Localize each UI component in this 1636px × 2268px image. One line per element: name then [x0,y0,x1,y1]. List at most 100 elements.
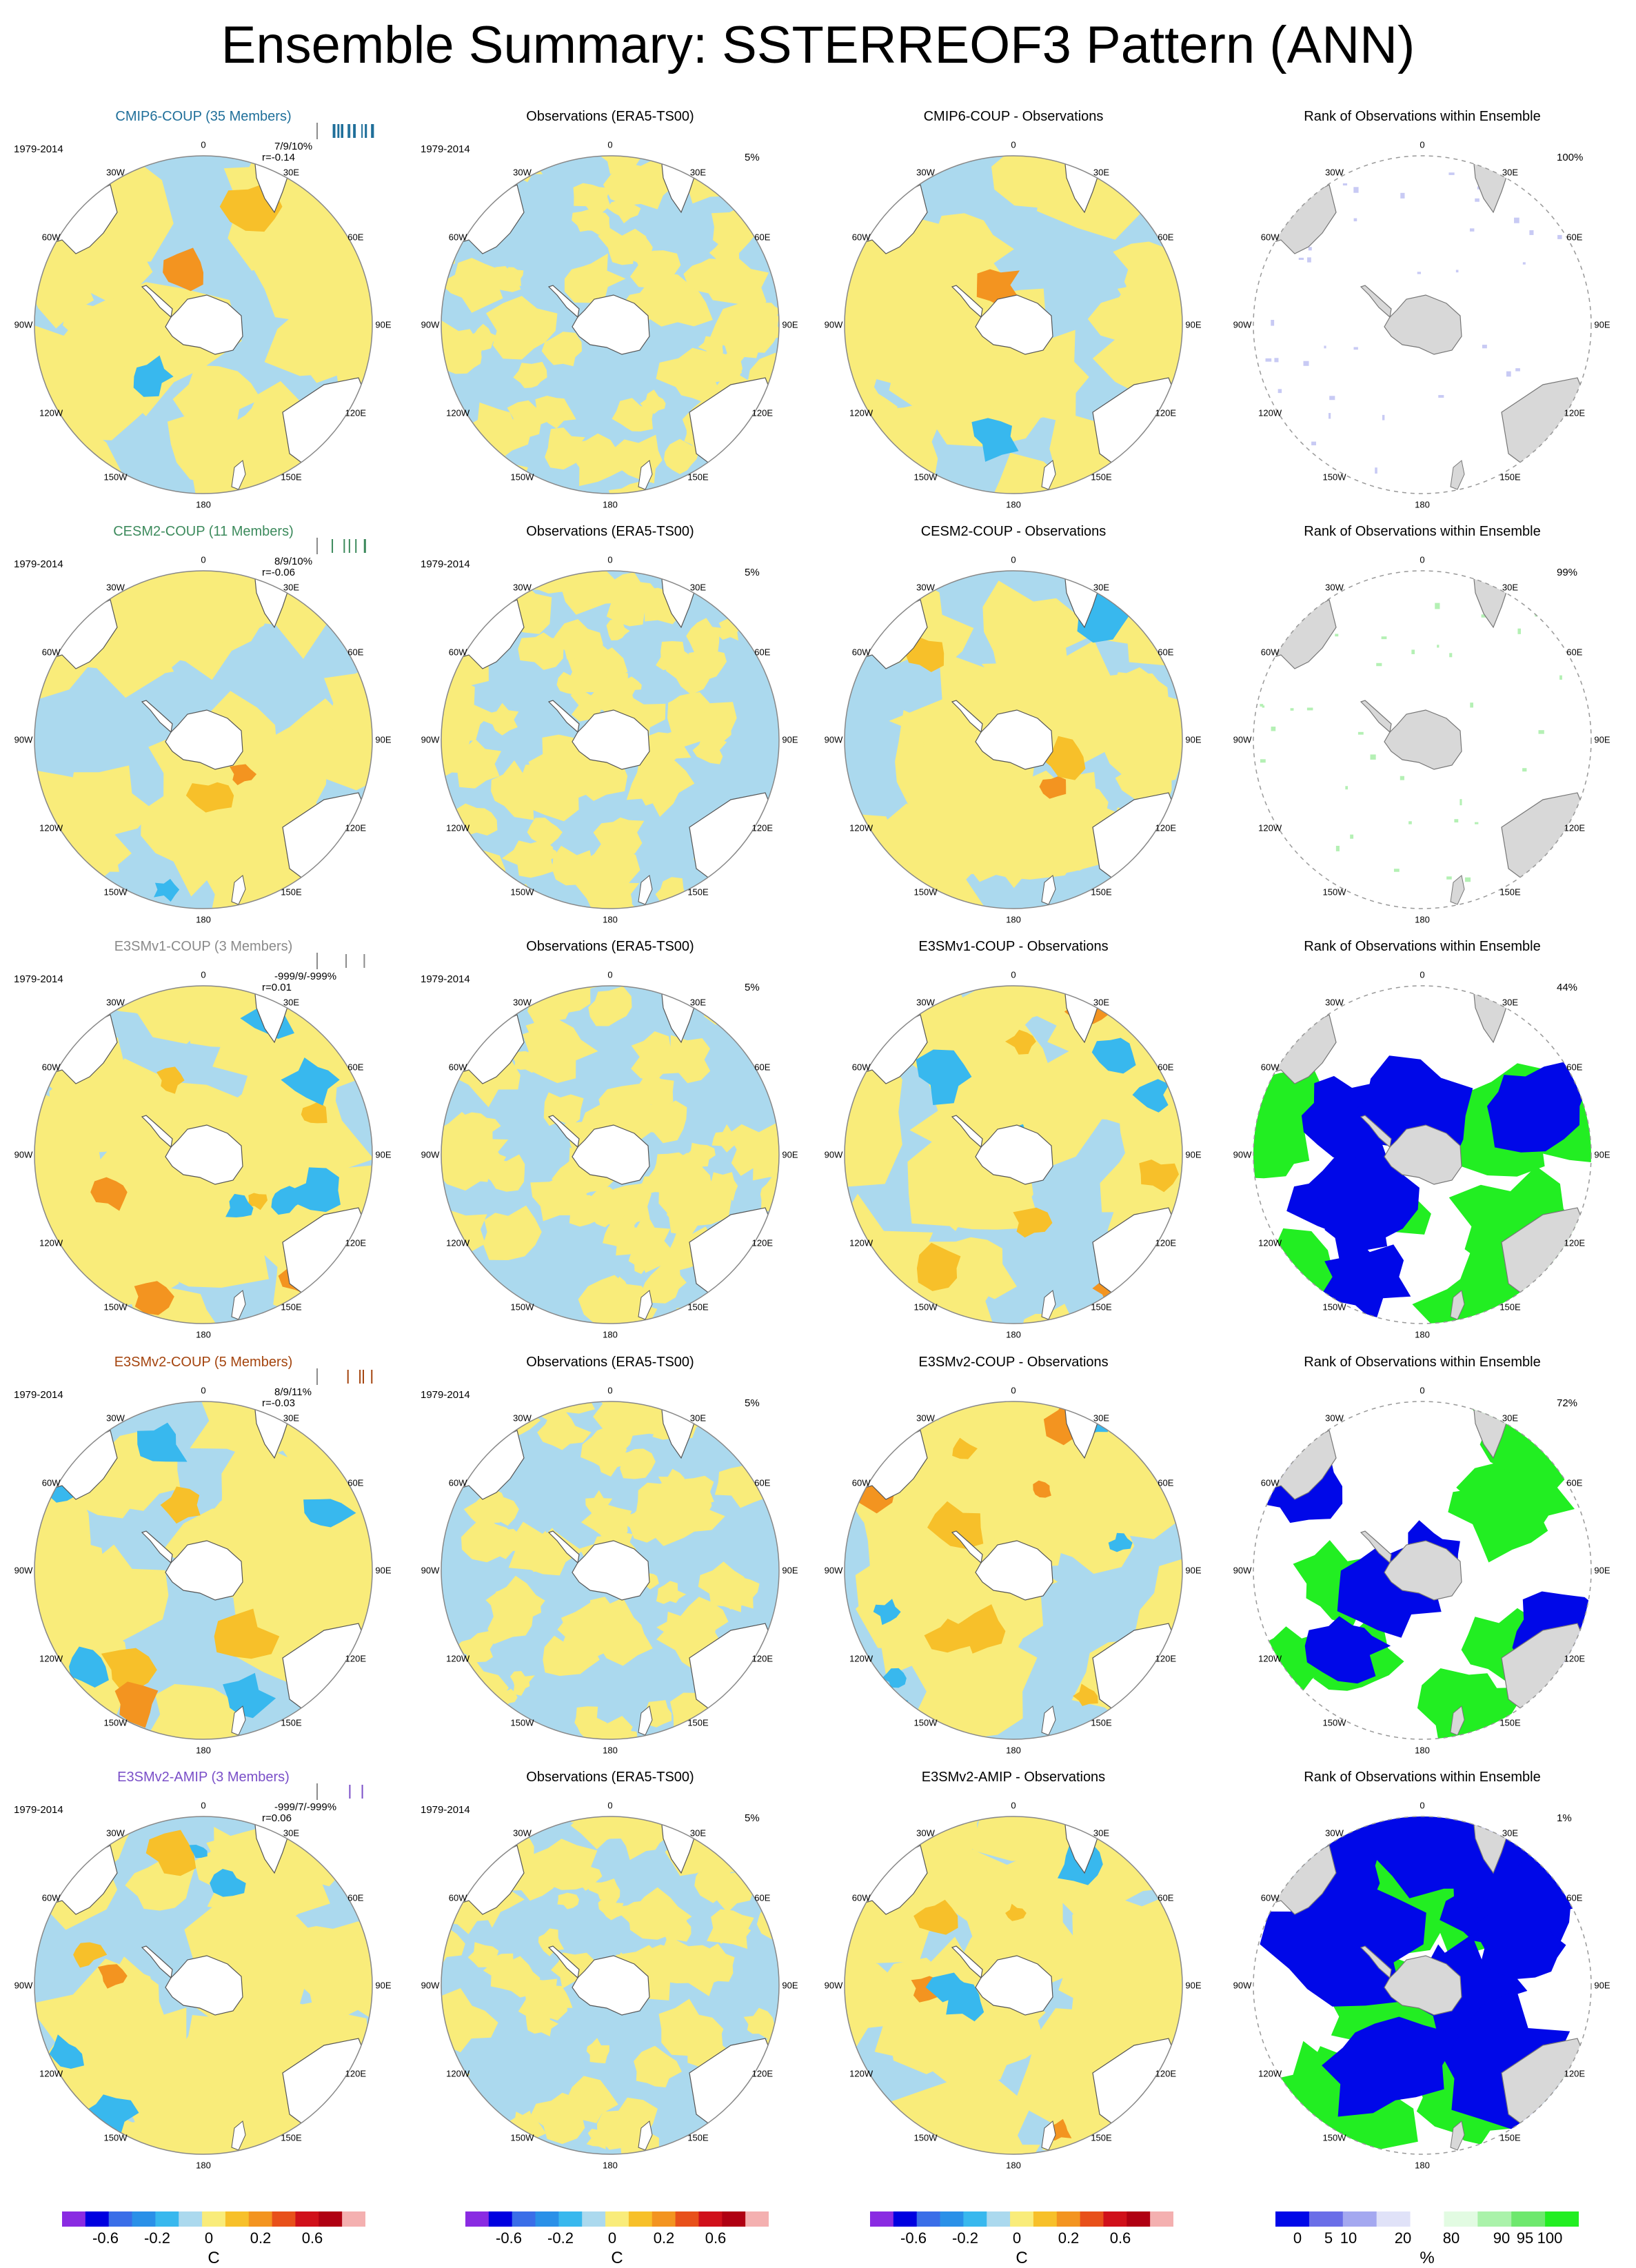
panel-title: E3SMv1-COUP - Observations [918,939,1109,954]
rank-cell [1298,257,1304,260]
map-panel-obs: Observations (ERA5-TS00) 1979-2014 5% 0 30E 6… [407,109,814,523]
map-boundary [34,155,373,494]
sst-positive-region [441,678,493,742]
colorbar-swatch [1309,2211,1344,2227]
longitude-label: 60E [1566,1062,1583,1072]
sst-positive-region [441,1240,449,1270]
polar-map [844,985,1183,1324]
sst-positive-region [441,595,461,616]
colorbar-tick-label: -0.2 [547,2229,574,2247]
sst-positive-region [723,1712,779,1739]
longitude-label: 30W [916,582,935,593]
longitude-label: 60W [1260,1477,1280,1488]
map-boundary [441,985,780,1324]
longitude-label: 0 [1011,1385,1016,1396]
sst-positive-region [647,272,713,327]
longitude-label: 30E [1093,997,1110,1008]
rank-cell [1311,441,1316,445]
sst-positive-region [618,1816,642,1833]
rank-cell [1532,895,1535,899]
antarctica-landmass [1384,294,1462,355]
longitude-label: 90E [782,734,798,745]
sst-positive-region [34,1707,88,1739]
sst-positive-region [588,986,632,1026]
longitude-label: 60W [851,647,871,657]
longitude-label: 120E [1155,407,1177,418]
member-spread-ticks [316,1783,363,1800]
map-panel-obs: Observations (ERA5-TS00) 1979-2014 5% 0 30E 6… [407,1770,814,2183]
sst-positive-region [458,842,478,860]
colorbar-swatch [465,2211,489,2227]
colorbar-tick-label: 0.6 [1109,2229,1131,2247]
sst-positive-region [632,1073,674,1108]
sst-warm-anomaly [1013,1207,1053,1238]
sst-positive-region [221,1843,327,1911]
sst-positive-region [692,737,727,765]
sst-warm-anomaly [1039,736,1086,780]
sst-warm-anomaly [97,1964,128,1989]
longitude-label: 120W [1258,1653,1282,1663]
rank-cell [1417,272,1421,274]
longitude-label: 150W [510,472,534,483]
sst-positive-region [483,1205,542,1260]
sst-positive-region [288,1926,345,1992]
longitude-label: 30W [1325,167,1344,178]
rank-low-region [1322,1231,1411,1323]
longitude-label: 60E [754,1892,771,1903]
sst-positive-region [573,183,611,214]
sst-warm-anomaly [1005,1903,1027,1921]
rank-low-region [1260,1875,1426,2007]
colorbar-swatch [62,2211,86,2227]
colorbar-swatch [535,2211,559,2227]
sst-cold-anomaly [882,1668,907,1688]
sst-positive-region [670,1816,691,1831]
longitude-label: 60W [448,232,467,242]
longitude-label: 60W [41,1062,61,1072]
sst-positive-region [564,253,626,303]
longitude-label: 120E [751,2068,774,2078]
longitude-label: 0 [1011,969,1016,980]
rank-cell [1350,834,1354,839]
colorbar-swatch [1080,2211,1104,2227]
rank-cell [1475,198,1480,202]
period-label: 1979-2014 [421,1389,470,1401]
longitude-label: 30E [283,582,300,593]
sst-positive-region [619,1816,669,1861]
peninsula-landmass [141,1115,173,1148]
sst-warm-anomaly [913,1899,958,1935]
stat-label-2: r=0.01 [262,982,292,993]
longitude-label: 60E [1158,647,1174,657]
longitude-label: 90E [1185,1980,1202,1991]
longitude-label: 150W [103,1302,128,1313]
sst-cold-anomaly [1123,1000,1160,1026]
antarctica-landmass [975,1955,1053,2016]
sst-warm-anomaly [185,782,234,813]
longitude-label: 60E [347,1477,364,1488]
longitude-label: 150W [103,2132,128,2143]
polar-map [1253,1816,1592,2155]
panel-title: Observations (ERA5-TS00) [526,939,694,954]
longitude-label: 60W [448,647,467,657]
rank-cell [1308,247,1312,251]
rank-cell [1376,662,1382,667]
longitude-label: 90W [421,1980,440,1991]
period-label: 1979-2014 [421,558,470,570]
colorbar-swatch [272,2211,296,2227]
longitude-label: 60W [1260,1062,1280,1072]
peninsula-landmass [141,1530,173,1564]
new-zealand-landmass [1450,1290,1465,1320]
rank-cell [1272,846,1275,853]
rank-cell [1469,228,1475,232]
longitude-label: 120W [1258,2068,1282,2078]
colorbar-swatch [675,2211,699,2227]
sst-positive-region [533,846,557,867]
sst-positive-region [513,361,547,388]
antarctica-landmass [165,709,243,770]
longitude-label: 120W [1258,407,1282,418]
map-boundary [1253,985,1592,1324]
sst-positive-region [603,1215,644,1248]
sst-positive-region [700,1702,758,1739]
rank-cell [1481,614,1487,618]
longitude-label: 0 [1420,1385,1425,1396]
longitude-label: 60E [1158,232,1174,242]
